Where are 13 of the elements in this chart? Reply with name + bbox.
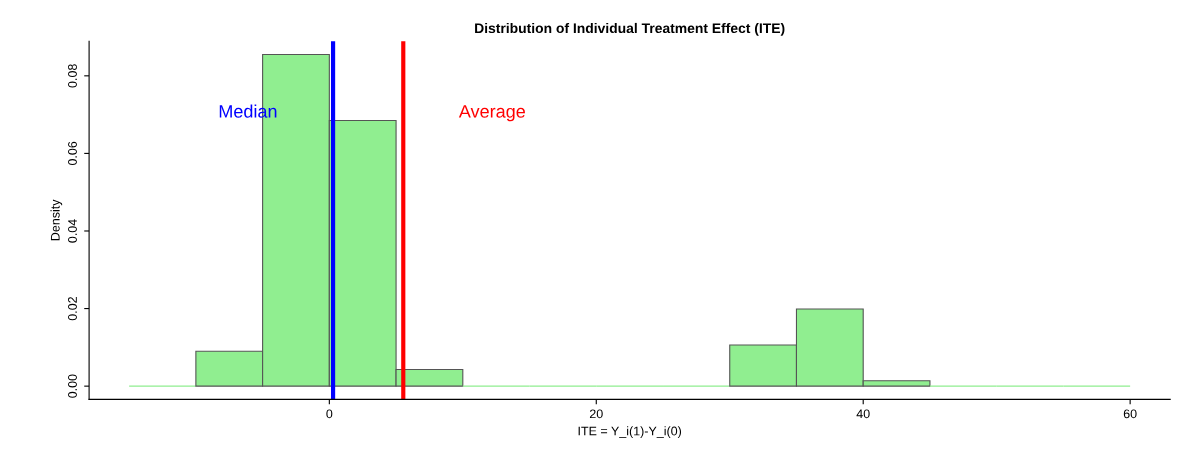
x-tick-label: 40 [856,409,870,419]
x-axis-title: ITE = Y_i(1)-Y_i(0) [578,426,682,438]
ref-line-label: Average [458,105,525,122]
y-tick-label: 0.02 [68,297,77,321]
y-tick-label: 0.04 [68,219,77,243]
x-tick-label: 60 [1123,409,1137,419]
x-tick-label: 20 [589,409,603,419]
chart-title: Distribution of Individual Treatment Effect (ITE) [475,22,785,36]
y-tick-label: 0.00 [68,374,77,398]
y-tick-label: 0.08 [68,64,77,88]
x-tick-label: 0 [326,409,333,419]
y-tick-label: 0.06 [68,141,77,166]
y-axis-title: Density [50,199,63,241]
